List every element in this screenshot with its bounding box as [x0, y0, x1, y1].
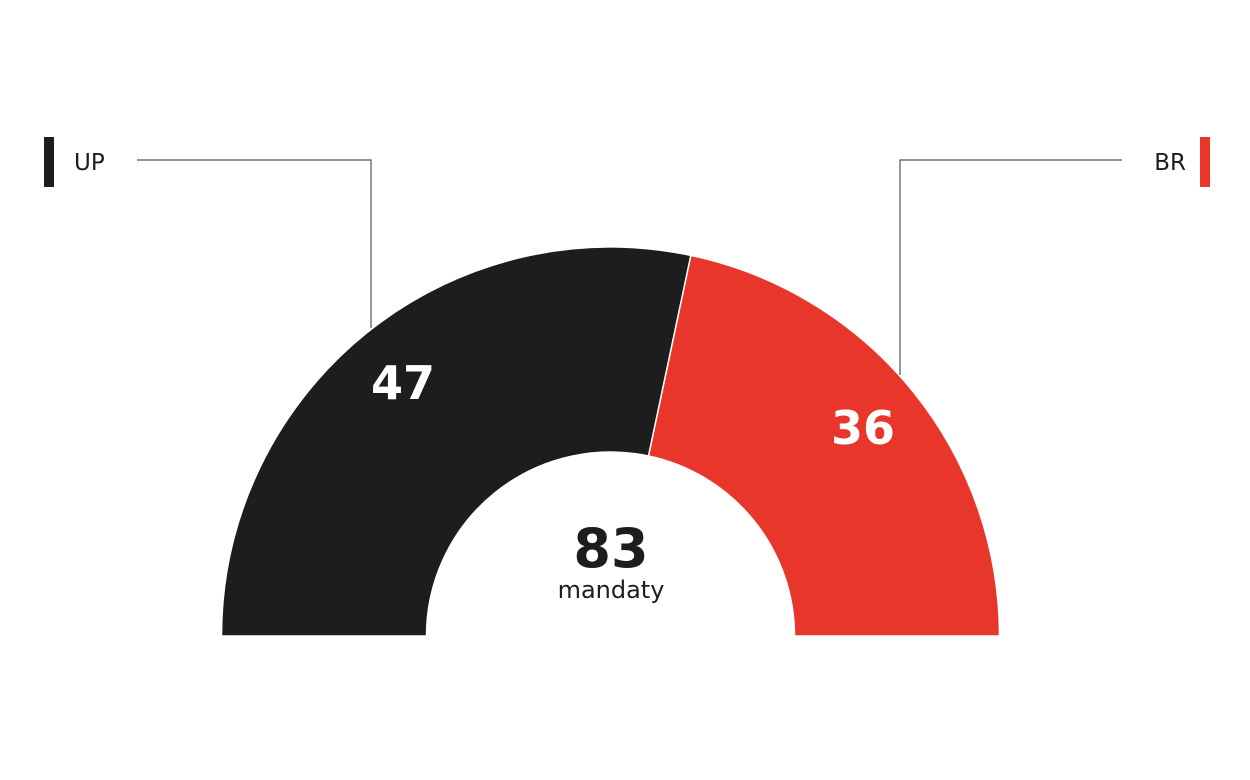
slice-up: [220, 246, 692, 637]
value-label-br: 36: [831, 401, 895, 455]
legend-marker-br: [1200, 137, 1210, 187]
total-value: 83: [573, 517, 648, 580]
legend-marker-up: [44, 137, 54, 187]
value-label-up: 47: [371, 356, 435, 410]
slice-br: [647, 254, 1001, 637]
leader-line-up: [137, 159, 372, 328]
legend-label-br: BR: [1154, 150, 1186, 176]
legend-label-up: UP: [74, 150, 105, 176]
leader-line-br: [899, 159, 1122, 375]
total-unit-label: mandaty: [558, 576, 665, 604]
